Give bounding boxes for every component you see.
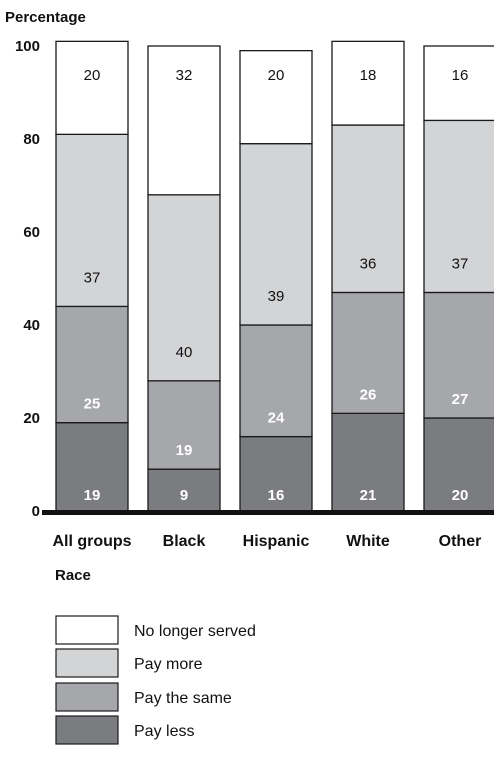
bar-segment-black-pay-less bbox=[147, 468, 221, 512]
data-label-hispanic-no-longer-served: 20 bbox=[268, 67, 285, 84]
legend-item-pay-the-same: Pay the same bbox=[55, 682, 232, 712]
data-label-black-pay-more: 40 bbox=[176, 344, 193, 361]
data-label-hispanic-pay-less: 16 bbox=[268, 487, 285, 504]
bar-segment-all-groups-pay-less bbox=[55, 421, 129, 512]
x-axis-baseline bbox=[42, 510, 494, 515]
bar-segment-white-pay-more bbox=[331, 124, 405, 294]
legend-swatch-pay-the-same bbox=[55, 682, 119, 712]
category-labels: All groups Black Hispanic White Other bbox=[52, 533, 481, 550]
bar-segment-hispanic-no-longer-served bbox=[239, 50, 313, 145]
bar-group-white: 21 26 36 18 bbox=[331, 40, 405, 512]
bar-segment-white-pay-less bbox=[331, 412, 405, 512]
legend-item-no-longer-served: No longer served bbox=[55, 615, 256, 645]
data-label-hispanic-pay-more: 39 bbox=[268, 288, 285, 305]
category-label-hispanic: Hispanic bbox=[243, 533, 310, 550]
y-tick-label-20: 20 bbox=[23, 410, 40, 427]
data-label-all-groups-no-longer-served: 20 bbox=[84, 67, 101, 84]
y-tick-label-40: 40 bbox=[23, 317, 40, 334]
category-label-white: White bbox=[346, 533, 390, 550]
category-label-all-groups: All groups bbox=[52, 533, 131, 550]
y-axis-title: Percentage bbox=[5, 9, 86, 26]
bar-group-all-groups: 19 25 37 20 bbox=[55, 40, 129, 512]
data-label-all-groups-pay-less: 19 bbox=[84, 487, 101, 504]
bar-segment-black-pay-the-same bbox=[147, 380, 221, 470]
data-label-other-no-longer-served: 16 bbox=[452, 67, 469, 84]
legend-label-pay-less: Pay less bbox=[134, 723, 194, 740]
legend-swatch-no-longer-served bbox=[55, 615, 119, 645]
bar-group-hispanic: 16 24 39 20 bbox=[239, 50, 313, 512]
bar-segment-all-groups-no-longer-served bbox=[55, 40, 129, 135]
y-tick-label-100: 100 bbox=[15, 38, 40, 55]
bar-group-black: 9 19 40 32 bbox=[147, 45, 221, 512]
bar-segment-black-pay-more bbox=[147, 194, 221, 382]
legend-swatch-pay-more bbox=[55, 648, 119, 678]
data-label-white-no-longer-served: 18 bbox=[360, 67, 377, 84]
bar-group-other: 20 27 37 16 bbox=[423, 45, 494, 512]
bar-segment-white-no-longer-served bbox=[331, 40, 405, 126]
data-label-black-no-longer-served: 32 bbox=[176, 67, 193, 84]
bar-segment-hispanic-pay-less bbox=[239, 435, 313, 512]
legend-swatch-pay-less bbox=[55, 715, 119, 745]
data-label-all-groups-pay-more: 37 bbox=[84, 269, 101, 286]
data-label-all-groups-pay-the-same: 25 bbox=[84, 396, 101, 413]
data-label-black-pay-the-same: 19 bbox=[176, 442, 193, 459]
category-label-black: Black bbox=[163, 533, 206, 550]
legend-label-pay-the-same: Pay the same bbox=[134, 690, 232, 707]
category-label-other: Other bbox=[439, 533, 482, 550]
legend-item-pay-less: Pay less bbox=[55, 715, 194, 745]
y-tick-label-80: 80 bbox=[23, 131, 40, 148]
x-axis-title: Race bbox=[55, 567, 91, 584]
data-label-black-pay-less: 9 bbox=[180, 487, 188, 504]
data-label-other-pay-the-same: 27 bbox=[452, 391, 469, 408]
data-label-white-pay-less: 21 bbox=[360, 487, 377, 504]
bar-segment-other-no-longer-served bbox=[423, 45, 494, 122]
bar-segment-black-no-longer-served bbox=[147, 45, 221, 196]
data-label-white-pay-the-same: 26 bbox=[360, 386, 377, 403]
bar-segment-other-pay-more bbox=[423, 119, 494, 294]
legend-label-pay-more: Pay more bbox=[134, 656, 203, 673]
data-label-hispanic-pay-the-same: 24 bbox=[268, 410, 285, 427]
bar-segment-white-pay-the-same bbox=[331, 291, 405, 415]
baseline bbox=[42, 510, 494, 515]
bar-segment-hispanic-pay-the-same bbox=[239, 324, 313, 438]
data-label-other-pay-less: 20 bbox=[452, 487, 469, 504]
bar-segment-hispanic-pay-more bbox=[239, 142, 313, 326]
data-label-other-pay-more: 37 bbox=[452, 255, 469, 272]
bars: 19 25 37 20 9 19 40 32 16 24 39 20 21 26 36 18 20 27 37 16 bbox=[55, 40, 494, 512]
legend-label-no-longer-served: No longer served bbox=[134, 623, 256, 640]
legend: No longer served Pay more Pay the same Pay … bbox=[55, 615, 256, 745]
legend-item-pay-more: Pay more bbox=[55, 648, 203, 678]
bar-segment-all-groups-pay-the-same bbox=[55, 305, 129, 424]
y-tick-label-60: 60 bbox=[23, 224, 40, 241]
data-label-white-pay-more: 36 bbox=[360, 255, 377, 272]
y-tick-label-0: 0 bbox=[32, 503, 40, 520]
y-axis-ticks: 0 20 40 60 80 100 bbox=[15, 38, 40, 520]
